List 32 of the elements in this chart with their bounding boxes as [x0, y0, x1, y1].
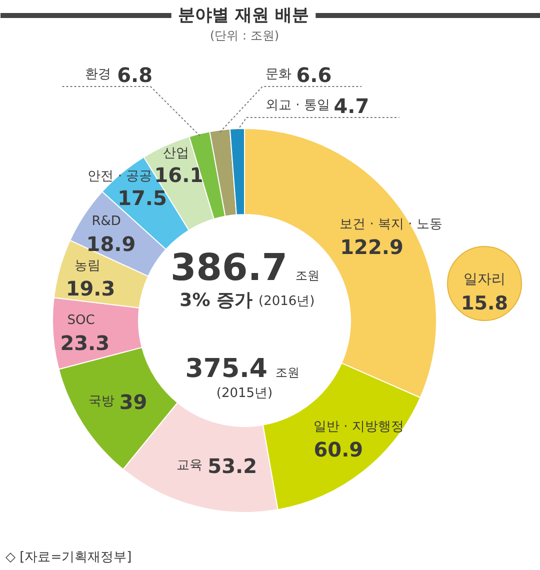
slice-label: 보건 · 복지 · 노동: [340, 216, 442, 232]
text: 일자리 15.8: [461, 272, 508, 314]
data-label: 39: [119, 390, 148, 414]
data-label: 19.3: [66, 276, 116, 301]
slice-label: SOC: [67, 312, 95, 328]
chart-title: 분야별 재원 배분: [178, 6, 309, 26]
slice-label: 일반 · 지방행정: [314, 420, 404, 435]
slice-label: 산업: [162, 146, 189, 162]
slice-label: 국방: [88, 394, 114, 410]
text: (2015년): [216, 386, 273, 401]
data-label: 17.5: [118, 186, 167, 210]
chart-subtitle: (단위 : 조원): [210, 28, 280, 42]
slice-label: R&D: [92, 214, 121, 229]
text: ◇ [자료=기획재정부]: [6, 550, 132, 565]
slice-label: 외교 · 통일: [266, 98, 330, 113]
data-label: 6.8: [117, 63, 153, 87]
text: 386.7 조원: [170, 246, 320, 289]
text: 375.4 조원: [185, 354, 300, 384]
data-label: 16.1: [154, 163, 204, 188]
data-label: 53.2: [208, 454, 258, 478]
data-label: 23.3: [60, 330, 110, 355]
data-label: 4.7: [334, 94, 370, 118]
data-label: 18.9: [86, 232, 136, 256]
slice-label: 안전 · 공공: [88, 168, 152, 184]
data-label: 60.9: [314, 438, 364, 462]
text: 3% 증가 (2016년): [180, 290, 315, 311]
data-label: 6.6: [296, 63, 332, 87]
slice-label: 교육: [176, 458, 203, 474]
slice-label: 농림: [74, 258, 100, 274]
slice-label: 환경: [85, 67, 112, 82]
slice-label: 문화: [266, 67, 292, 82]
data-label: 122.9: [340, 234, 404, 259]
